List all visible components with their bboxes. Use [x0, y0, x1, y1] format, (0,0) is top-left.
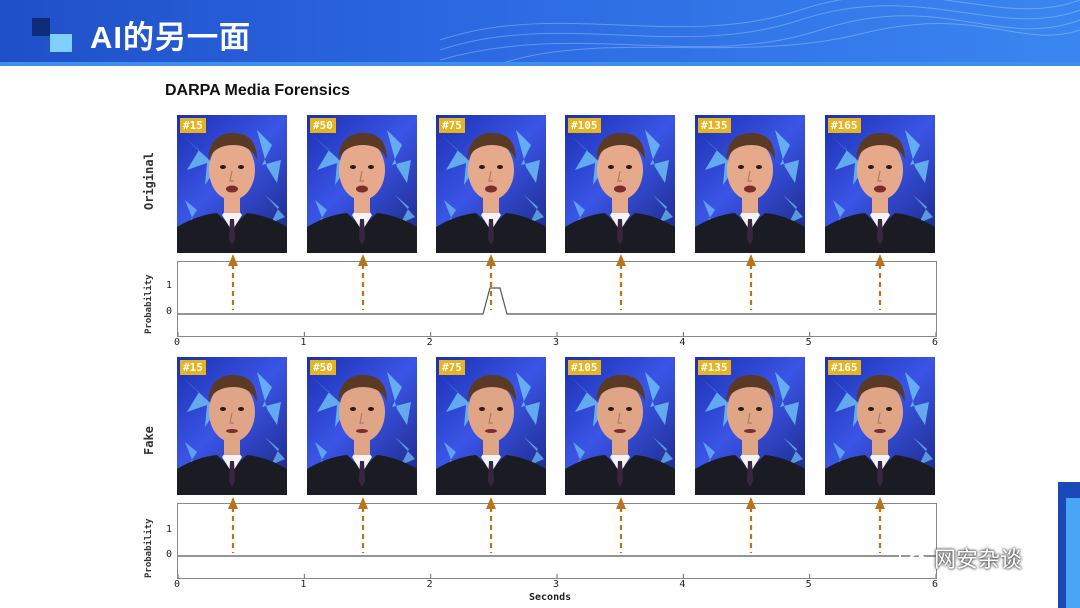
slide-subtitle: DARPA Media Forensics: [165, 82, 350, 99]
original-frame-6: #165: [825, 115, 935, 253]
fake-frame-5: #135: [695, 357, 805, 495]
plot-fake-svg: [178, 555, 936, 578]
page-title: AI的另一面: [90, 20, 251, 55]
plot-original-ylabel: Probability: [144, 274, 154, 334]
fake-frame-2: #50: [307, 357, 417, 495]
corner-decoration-light: [1066, 498, 1080, 608]
x-tick-label: 0: [174, 579, 181, 590]
x-tick-label: 2: [426, 579, 433, 590]
x-axis-label: Seconds: [529, 592, 572, 603]
plot-fake-ylabel: Probability: [144, 518, 154, 578]
logo-square-dark: [32, 18, 50, 36]
logo-square-light: [50, 34, 72, 52]
original-frame-5: #135: [695, 115, 805, 253]
x-tick-label: 2: [426, 337, 433, 348]
frame-number-tag: #15: [180, 118, 206, 133]
x-tick-label: 4: [679, 579, 686, 590]
frame-number-tag: #135: [698, 118, 731, 133]
fake-frame-6: #165: [825, 357, 935, 495]
plot-fake-ytick-0: 0: [166, 549, 173, 560]
x-tick-label: 4: [679, 337, 686, 348]
probability-plot-original: [177, 261, 937, 337]
frame-number-tag: #105: [568, 118, 601, 133]
x-tick-label: 3: [553, 579, 560, 590]
original-frame-1: #15: [177, 115, 287, 253]
original-frame-3: #75: [436, 115, 546, 253]
x-tick-label: 1: [300, 579, 307, 590]
header-underline: [0, 62, 1080, 66]
plot-original-svg: [178, 287, 936, 336]
watermark: 网安杂谈: [898, 542, 1022, 574]
frame-number-tag: #75: [439, 360, 465, 375]
plot-original-ytick-0: 0: [166, 306, 173, 317]
x-tick-label: 5: [805, 579, 812, 590]
watermark-text: 网安杂谈: [934, 547, 1023, 572]
plot-original-ytick-1: 1: [166, 280, 173, 291]
fake-frame-4: #105: [565, 357, 675, 495]
original-frame-4: #105: [565, 115, 675, 253]
probability-line: [178, 287, 936, 315]
frame-number-tag: #165: [828, 360, 861, 375]
original-frame-2: #50: [307, 115, 417, 253]
frame-number-tag: #50: [310, 118, 336, 133]
frame-number-tag: #15: [180, 360, 206, 375]
probability-plot-fake: [177, 503, 937, 579]
x-tick-label: 0: [174, 337, 181, 348]
x-tick-label: 5: [805, 337, 812, 348]
header-bar: AI的另一面: [0, 0, 1080, 64]
fake-frame-1: #15: [177, 357, 287, 495]
frame-number-tag: #165: [828, 118, 861, 133]
x-tick-label: 1: [300, 337, 307, 348]
fake-frame-3: #75: [436, 357, 546, 495]
frame-number-tag: #75: [439, 118, 465, 133]
frame-number-tag: #135: [698, 360, 731, 375]
x-tick-label: 6: [932, 337, 939, 348]
row-label-original: Original: [142, 152, 156, 210]
header-wave-decoration: [440, 0, 1080, 64]
row-label-fake: Fake: [142, 426, 156, 455]
x-tick-label: 3: [553, 337, 560, 348]
frame-number-tag: #50: [310, 360, 336, 375]
plot-fake-ytick-1: 1: [166, 524, 173, 535]
wechat-icon: [899, 547, 926, 569]
frame-number-tag: #105: [568, 360, 601, 375]
x-tick-label: 6: [932, 579, 939, 590]
